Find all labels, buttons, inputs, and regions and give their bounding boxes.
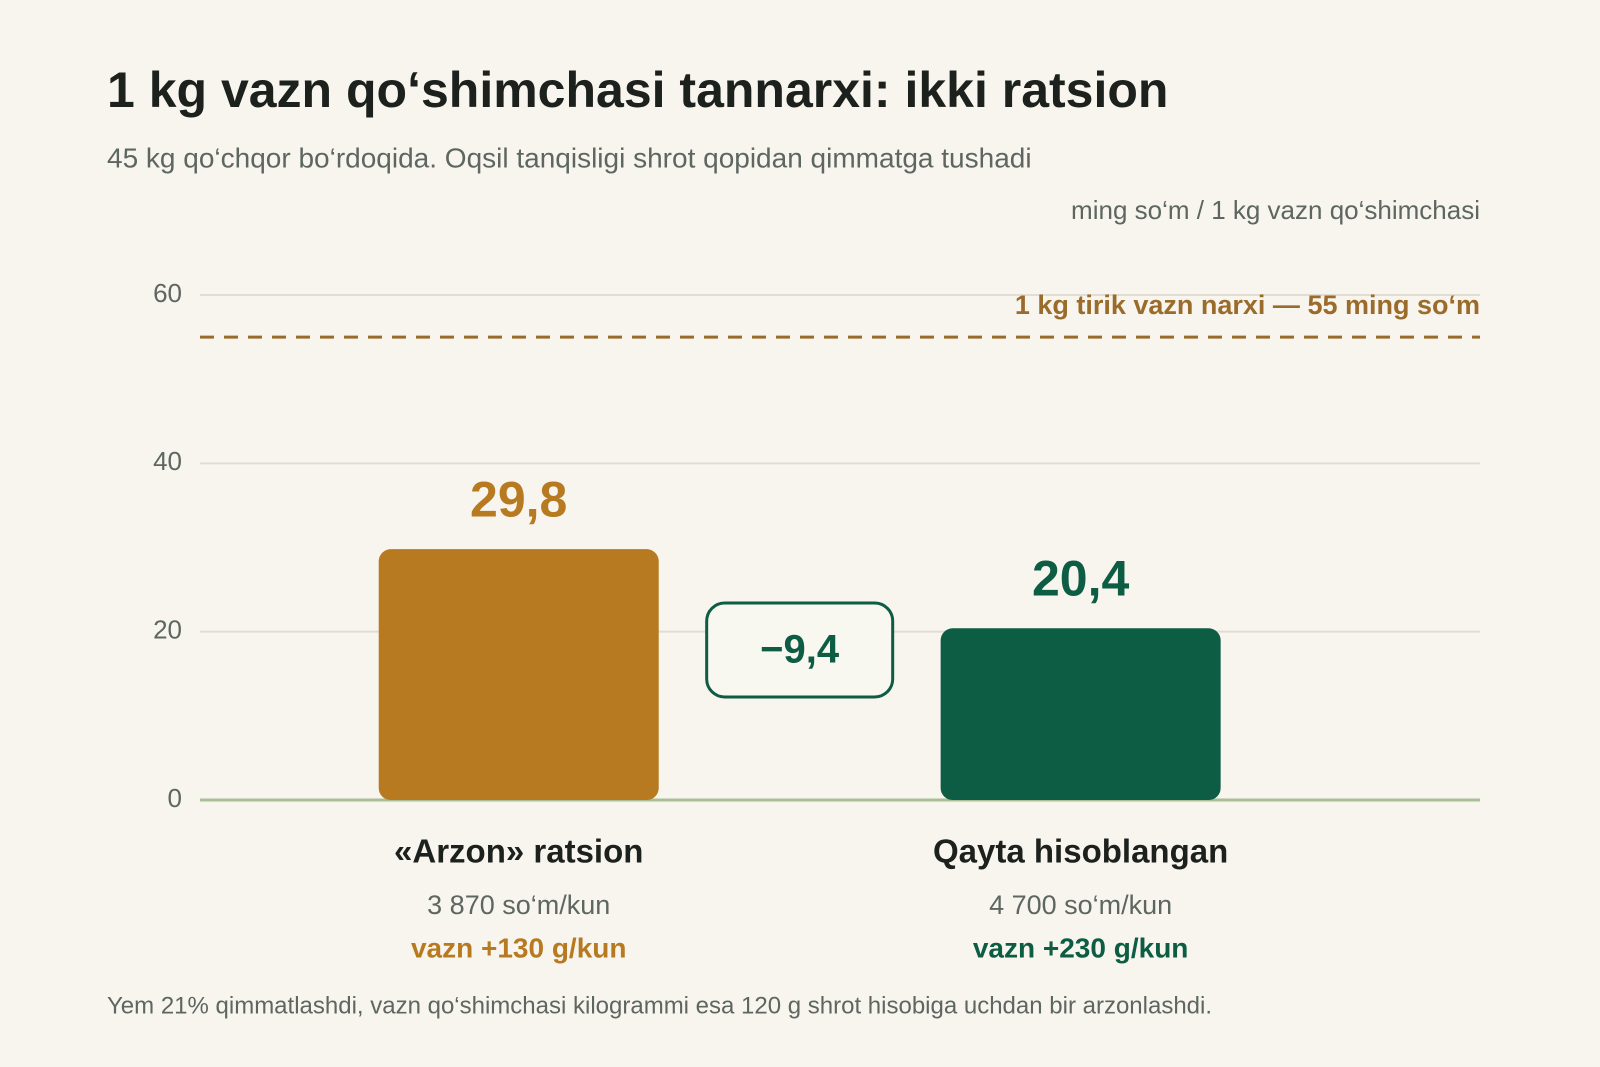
y-tick-label: 40 [153, 446, 182, 476]
x-tick-label: «Arzon» ratsion [394, 833, 643, 870]
category-gain: vazn +230 g/kun [973, 932, 1189, 963]
y-tick-label: 60 [153, 278, 182, 308]
reference-label: 1 kg tirik vazn narxi — 55 ming so‘m [1015, 290, 1480, 320]
category-cost: 3 870 so‘m/kun [427, 890, 610, 920]
difference-box [705, 601, 895, 699]
category-cost: 4 700 so‘m/kun [989, 890, 1172, 920]
x-tick-label: Qayta hisoblangan [933, 833, 1228, 870]
chart-title: 1 kg vazn qo‘shimchasi tannarxi: ikki ra… [107, 62, 1168, 118]
bar [378, 549, 659, 800]
value-label: 20,4 [1032, 551, 1130, 607]
bar [940, 628, 1221, 800]
difference-label: −9,4 [760, 628, 840, 672]
value-label: 29,8 [470, 471, 567, 527]
y-axis-label: ming so‘m / 1 kg vazn qo‘shimchasi [1071, 195, 1480, 225]
chart-subtitle: 45 kg qo‘chqor bo‘rdoqida. Oqsil tanqisl… [107, 142, 1032, 173]
y-tick-label: 0 [168, 783, 182, 813]
footnote: Yem 21% qimmatlashdi, vazn qo‘shimchasi … [107, 992, 1212, 1019]
category-gain: vazn +130 g/kun [411, 932, 627, 963]
y-tick-label: 20 [153, 615, 182, 645]
